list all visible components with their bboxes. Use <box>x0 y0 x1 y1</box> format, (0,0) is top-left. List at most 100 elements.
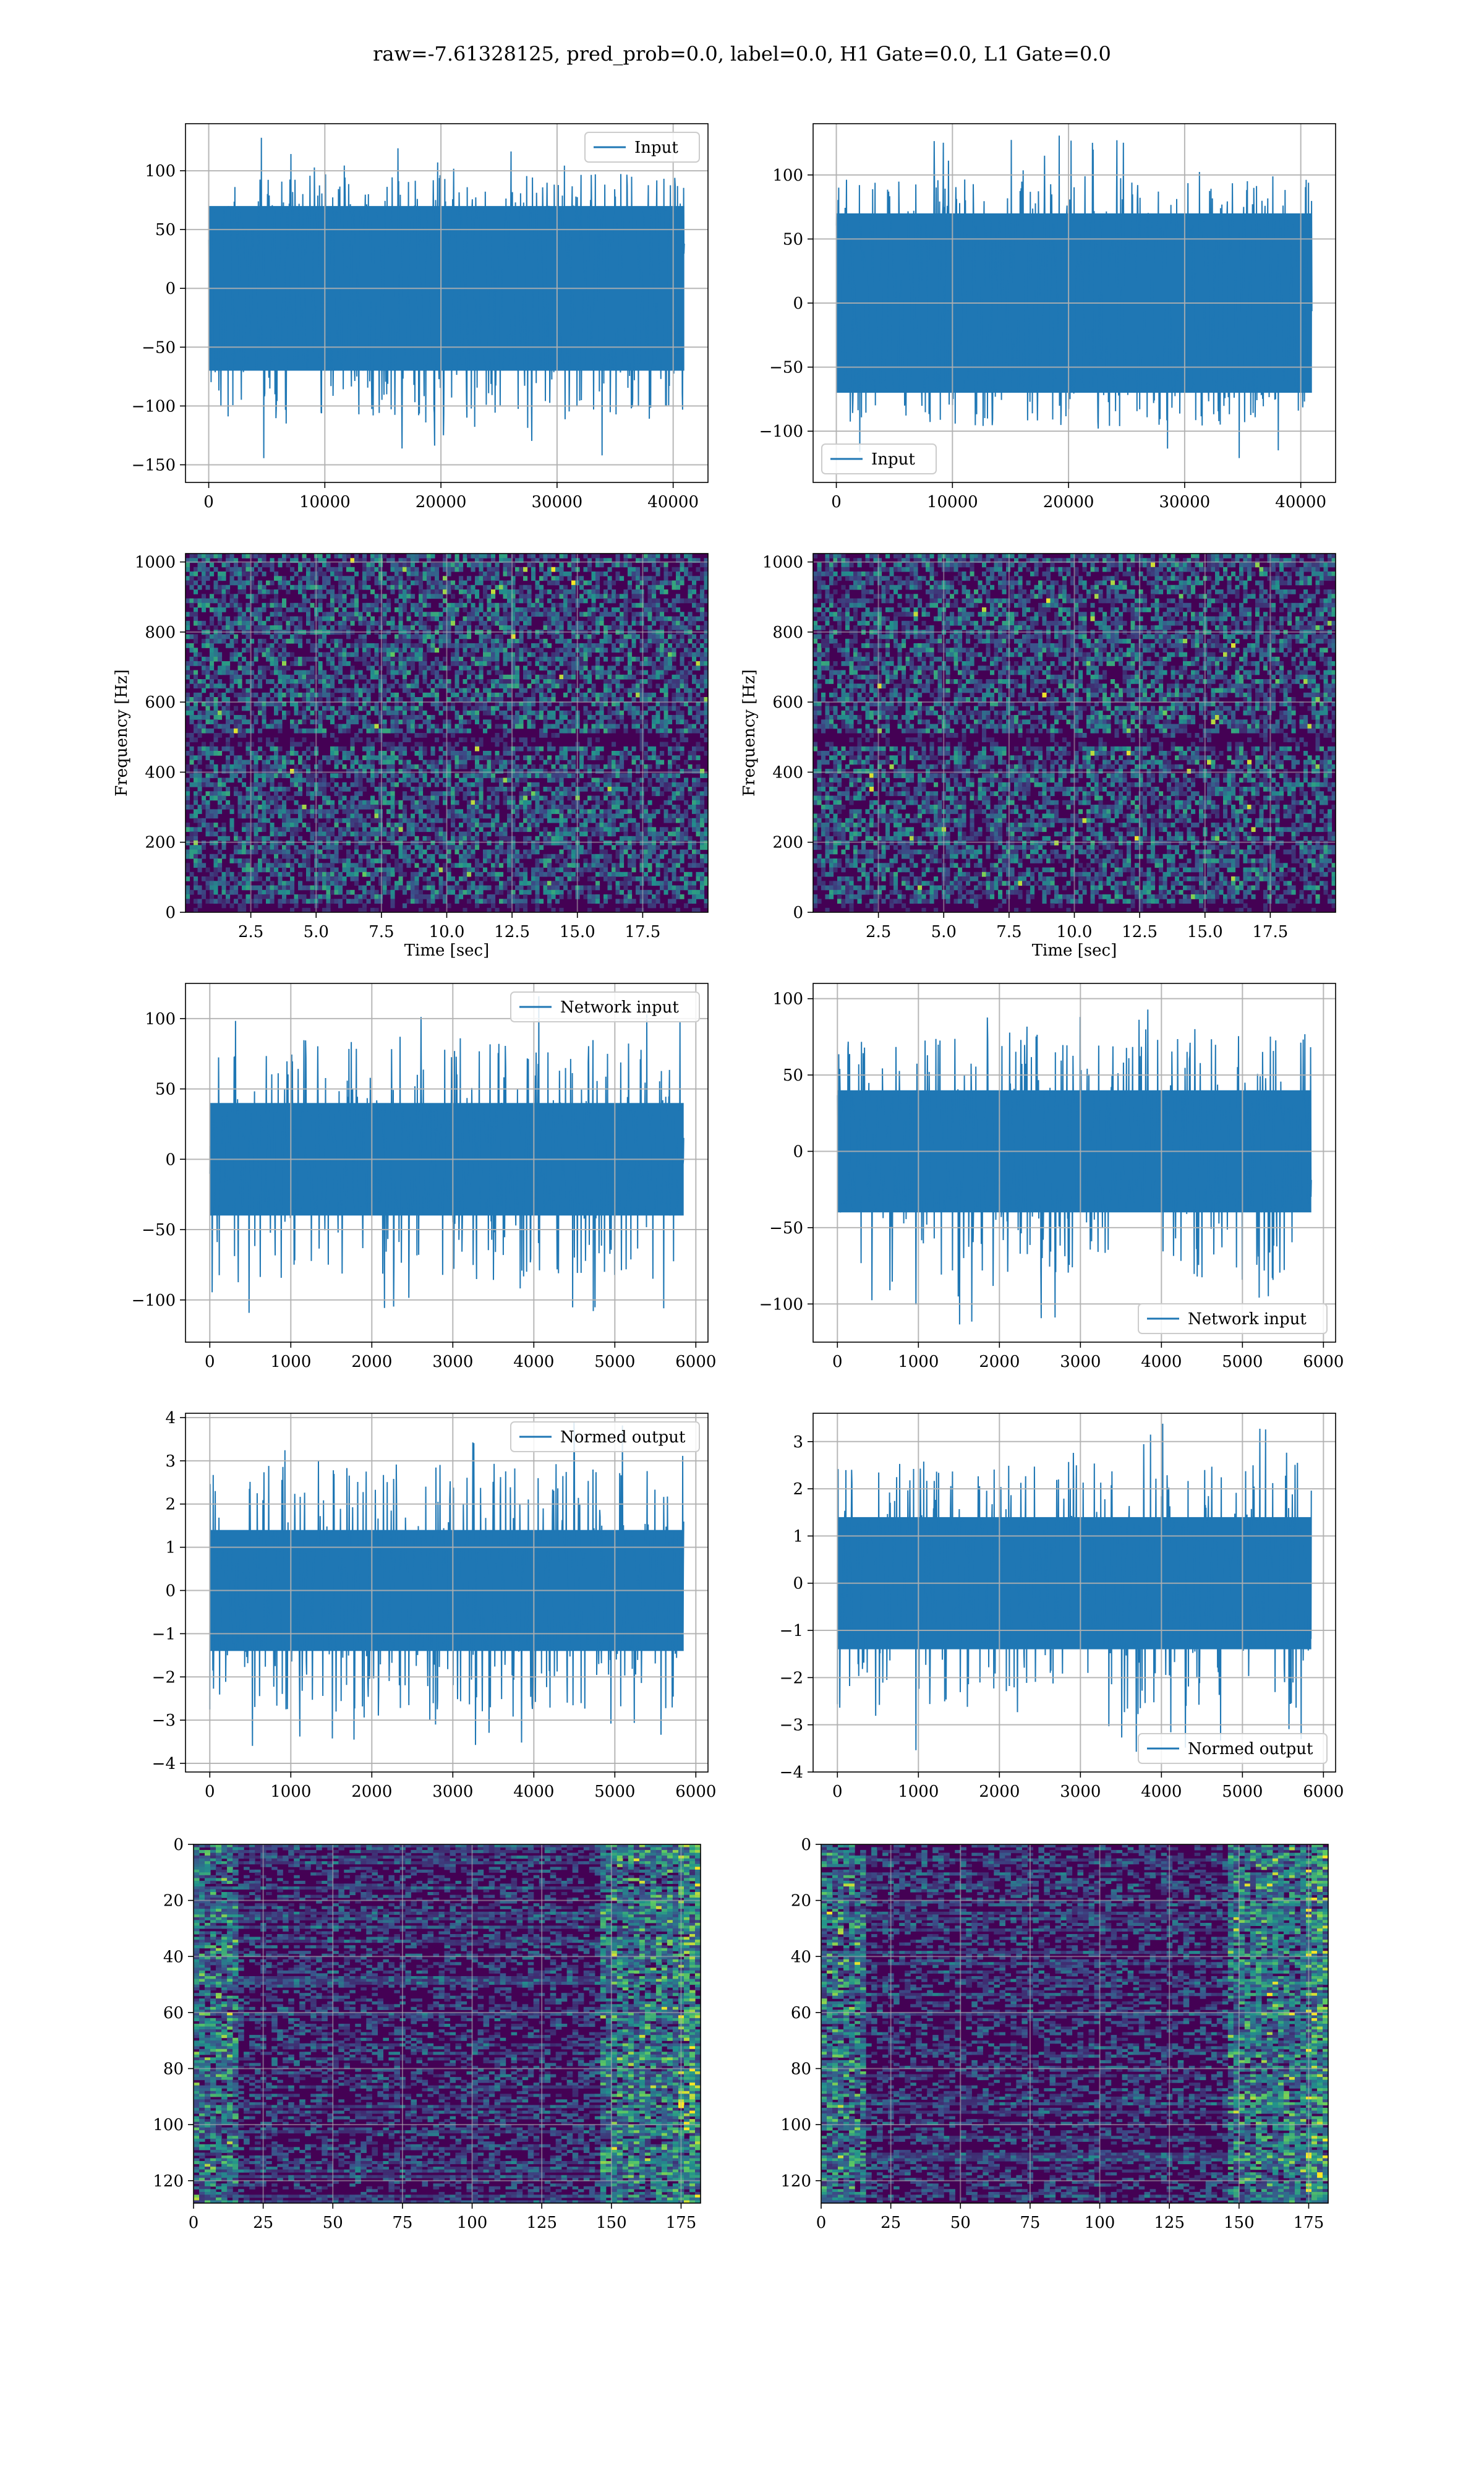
normed-output-left-legend-label: Normed output <box>560 1428 686 1447</box>
spectrogram-left-ytick-label: 0 <box>165 904 176 922</box>
normed-output-left-xtick-label: 5000 <box>594 1783 635 1801</box>
normed-output-right-legend: Normed output <box>1138 1733 1328 1764</box>
network-input-left-ytick-label: 0 <box>165 1150 176 1169</box>
feature-map-left-ytick-label: 40 <box>163 1948 184 1966</box>
input-left-chart: 0 10000 20000 30000 40000 −150 −100 −50 0 50 100 In… <box>132 123 709 511</box>
normed-output-left-series-line <box>209 1422 684 1746</box>
network-input-left-xtick-label: 3000 <box>432 1353 473 1371</box>
input-left-xtick-label: 40000 <box>647 493 699 511</box>
network-input-left-xtick-label: 4000 <box>513 1353 554 1371</box>
input-right-legend-label: Input <box>871 450 915 469</box>
normed-output-left-frame <box>185 1413 709 1773</box>
spectrogram-right-ytick-label: 800 <box>772 623 803 642</box>
spectrogram-right-xlabel: Time [sec] <box>1032 941 1117 960</box>
spectrogram-right-ytick-label: 0 <box>793 904 803 922</box>
spectrogram-left-cells <box>186 554 708 912</box>
feature-map-right-ytick-label: 20 <box>791 1892 811 1911</box>
feature-map-right-grid <box>821 1844 1328 2203</box>
input-left-plot-area <box>186 124 708 482</box>
spectrogram-right-ytick-label: 1000 <box>762 554 803 572</box>
spectrogram-right-ytick-label: 400 <box>772 763 803 782</box>
normed-output-right-xtick-label: 0 <box>832 1783 843 1801</box>
spectrogram-left-plot-area <box>186 554 708 912</box>
input-right-ytick-label: 100 <box>772 166 803 185</box>
input-right-series-line <box>835 135 1313 458</box>
spectrogram-left-xtick-label: 17.5 <box>625 923 660 941</box>
input-right-grid <box>813 124 1336 482</box>
normed-output-right-legend-label: Normed output <box>1188 1740 1313 1758</box>
normed-output-left-ytick-label: 2 <box>165 1496 176 1514</box>
input-left-ytick-label: −50 <box>142 338 176 357</box>
spectrogram-left-ytick-label: 600 <box>145 693 176 712</box>
feature-map-right-ytick-label: 100 <box>780 2116 811 2134</box>
network-input-right-ytick-label: 0 <box>793 1142 803 1161</box>
normed-output-left-legend: Normed output <box>510 1421 700 1452</box>
network-input-left-ytick-label: 50 <box>155 1081 176 1099</box>
network-input-right-ytick-label: 50 <box>783 1066 803 1085</box>
normed-output-right-ytick-label: 0 <box>793 1575 803 1593</box>
normed-output-left-plot-area <box>186 1413 708 1772</box>
normed-output-left-ytick-label: 3 <box>165 1452 176 1471</box>
network-input-left-ytick-label: −100 <box>132 1291 176 1310</box>
network-input-left-xtick-label: 2000 <box>351 1353 392 1371</box>
normed-output-left-xtick-label: 0 <box>205 1783 215 1801</box>
network-input-left-frame <box>185 983 709 1343</box>
network-input-left-legend-label: Network input <box>560 998 679 1017</box>
normed-output-right-xtick-label: 4000 <box>1141 1783 1182 1801</box>
network-input-right-grid <box>813 983 1336 1342</box>
spectrogram-left-ytick-label: 400 <box>145 763 176 782</box>
network-input-left-xtick-label: 6000 <box>675 1353 716 1371</box>
feature-map-left-frame <box>193 1844 701 2204</box>
spectrogram-right-xtick-label: 5.0 <box>931 923 957 941</box>
input-left-xtick-label: 10000 <box>299 493 351 511</box>
input-left-legend: Input <box>584 132 700 163</box>
input-left-frame <box>185 123 709 483</box>
network-input-right-xtick-label: 2000 <box>979 1353 1020 1371</box>
normed-output-right-series-line <box>837 1423 1312 1752</box>
feature-map-left-cells <box>194 1844 701 2203</box>
input-right-ytick-label: −50 <box>769 359 803 377</box>
spectrogram-left-xtick-label: 10.0 <box>429 923 465 941</box>
feature-map-right-ytick-label: 0 <box>801 1836 811 1854</box>
network-input-right-series-line <box>837 1009 1312 1325</box>
input-right-chart: 0 10000 20000 30000 40000 −100 −50 0 50 100 Input <box>759 123 1336 511</box>
spectrogram-right-xtick-label: 2.5 <box>866 923 891 941</box>
spectrogram-right-grid <box>813 554 1336 912</box>
feature-map-right-ytick-label: 60 <box>791 2004 811 2022</box>
input-right-xtick-label: 30000 <box>1159 493 1211 511</box>
spectrogram-right-xtick-label: 12.5 <box>1122 923 1158 941</box>
input-right-ytick-label: 50 <box>783 230 803 249</box>
network-input-left-legend: Network input <box>510 991 700 1022</box>
spectrogram-right-xtick-label: 7.5 <box>996 923 1021 941</box>
spectrogram-left-chart: 2.5 5.0 7.5 10.0 12.5 15.0 17.5 0 200 400 600 800 10… <box>113 553 709 960</box>
feature-map-left-xtick-label: 0 <box>189 2214 199 2232</box>
feature-map-left-xtick-label: 75 <box>392 2214 412 2232</box>
network-input-right-xtick-label: 3000 <box>1060 1353 1101 1371</box>
input-right-ytick-label: −100 <box>759 422 803 441</box>
figure-title: raw=-7.61328125, pred_prob=0.0, label=0.… <box>0 42 1484 66</box>
normed-output-right-ytick-label: −4 <box>780 1763 803 1782</box>
normed-output-left-ytick-label: −2 <box>152 1668 176 1687</box>
spectrogram-right-xtick-label: 10.0 <box>1057 923 1093 941</box>
spectrogram-right-ylabel: Frequency [Hz] <box>740 669 759 797</box>
normed-output-left-chart: 0 1000 2000 3000 4000 5000 6000 −4 −3 −2 −1 0 1 2 3 4 No… <box>152 1409 717 1801</box>
feature-map-right-xtick-label: 100 <box>1085 2214 1115 2232</box>
input-left-xtick-label: 0 <box>203 493 214 511</box>
input-left-ytick-label: −100 <box>132 397 176 416</box>
feature-map-right-xtick-label: 50 <box>950 2214 971 2232</box>
network-input-right-ytick-label: 100 <box>772 990 803 1009</box>
normed-output-right-ytick-label: −2 <box>780 1669 803 1687</box>
feature-map-left-xtick-label: 175 <box>666 2214 697 2232</box>
normed-output-right-xtick-label: 1000 <box>898 1783 939 1801</box>
normed-output-left-ytick-label: −4 <box>152 1755 176 1773</box>
spectrogram-right-xtick-label: 17.5 <box>1252 923 1288 941</box>
feature-map-left-xtick-label: 25 <box>253 2214 273 2232</box>
normed-output-right-ytick-label: 2 <box>793 1480 803 1499</box>
spectrogram-left-xtick-label: 2.5 <box>238 923 263 941</box>
input-left-legend-label: Input <box>634 139 678 157</box>
feature-map-left-xtick-label: 125 <box>526 2214 557 2232</box>
feature-map-left-ytick-label: 20 <box>163 1892 184 1911</box>
feature-map-left-ytick-label: 120 <box>153 2172 184 2191</box>
spectrogram-left-xtick-label: 15.0 <box>560 923 595 941</box>
network-input-right-xtick-label: 1000 <box>898 1353 939 1371</box>
